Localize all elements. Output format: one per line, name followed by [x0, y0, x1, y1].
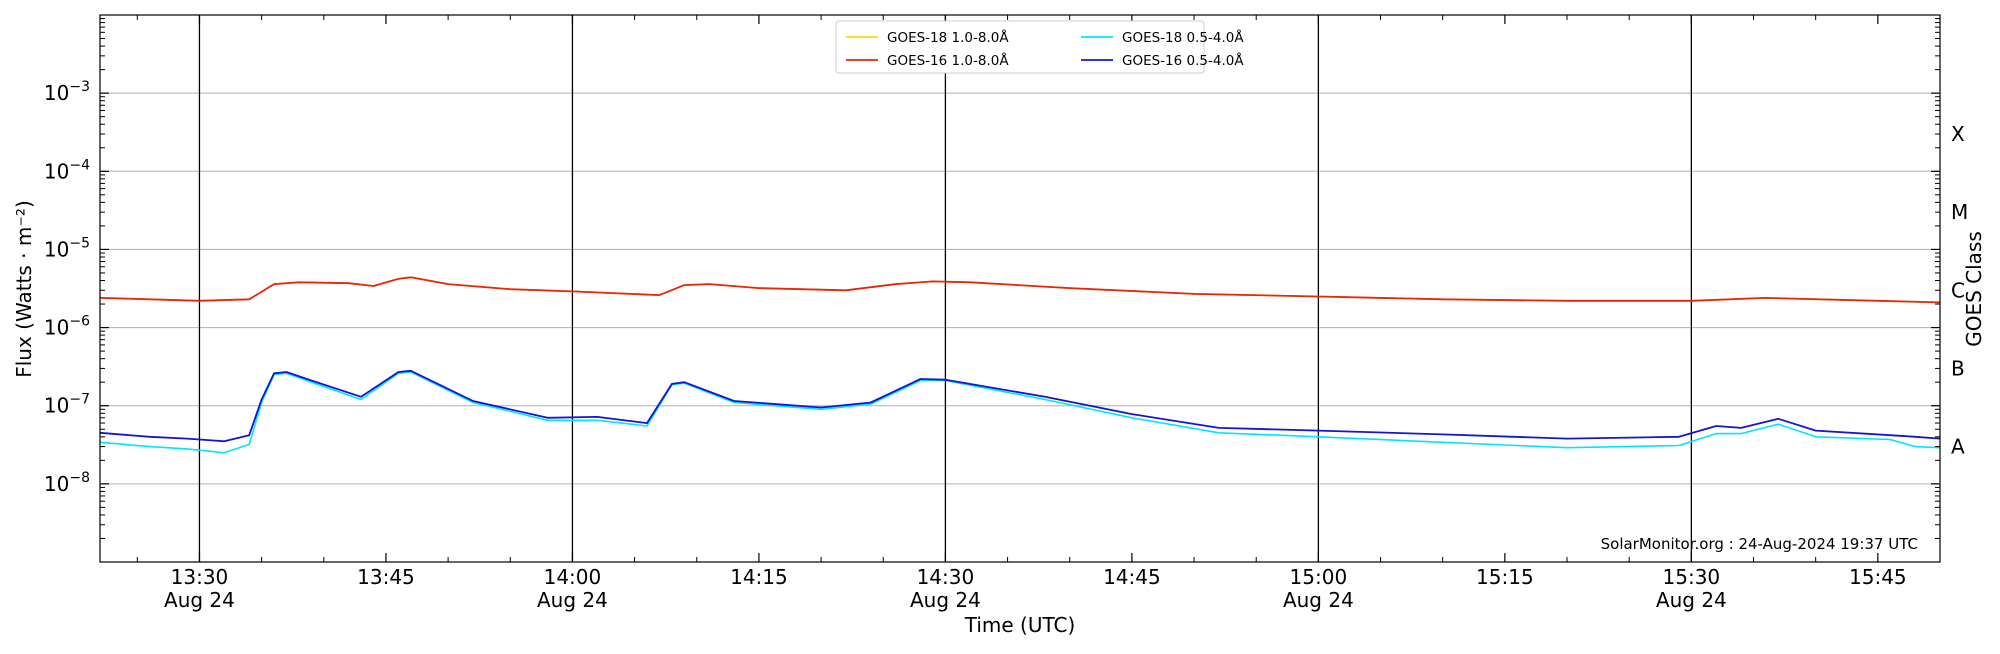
- legend-entry-label: GOES-16 0.5-4.0Å: [1122, 52, 1244, 69]
- tick-layer: [100, 15, 1941, 562]
- x-tick-label: 15:30: [1663, 565, 1721, 589]
- legend-entries: GOES-18 1.0-8.0Å GOES-18 0.5-4.0Å GOES-16 …: [846, 29, 1244, 69]
- series-line: [99, 369, 1941, 443]
- y-tick-label-layer: 10−8 10−7 10−6 10−5 10−4 10−3: [44, 79, 90, 496]
- goes-class-label: A: [1951, 435, 1965, 459]
- goes-class-label: B: [1951, 356, 1965, 380]
- legend-entry-label: GOES-16 1.0-8.0Å: [887, 52, 1009, 69]
- series-line: [99, 371, 1941, 454]
- series-layer: [99, 276, 1941, 454]
- x-tick-label: 15:00: [1290, 565, 1348, 589]
- x-tick-label: 13:45: [357, 565, 415, 589]
- legend-entry-label: GOES-18 1.0-8.0Å: [887, 29, 1009, 46]
- x-tick-label: 14:15: [730, 565, 788, 589]
- credit-annotation: SolarMonitor.org : 24-Aug-2024 19:37 UTC: [1601, 535, 1918, 553]
- y2-axis-label: GOES Class: [1962, 231, 1986, 347]
- x-tick-label: 14:00: [544, 565, 602, 589]
- legend-entry-label: GOES-18 0.5-4.0Å: [1122, 29, 1244, 46]
- x-tick-label: 13:30: [171, 565, 229, 589]
- vertical-marker-layer: [198, 15, 1693, 562]
- x-tick-label: 14:45: [1103, 565, 1161, 589]
- y-axis-label: Flux (Watts · m⁻²): [12, 200, 36, 378]
- y-tick-label: 10−8: [44, 470, 90, 496]
- x-tick-label: 14:30: [917, 565, 975, 589]
- goes-class-label: X: [1951, 122, 1965, 146]
- x-tick-date-label: Aug 24: [1656, 588, 1727, 612]
- x-axis-label: Time (UTC): [964, 613, 1076, 637]
- x-tick-label: 15:15: [1476, 565, 1534, 589]
- y-tick-label: 10−5: [44, 235, 90, 261]
- series-line: [99, 276, 1941, 304]
- y-tick-label: 10−3: [44, 79, 90, 105]
- grid-layer: [100, 92, 1940, 485]
- goes-class-label-layer: X M C B A: [1951, 122, 1968, 459]
- x-tick-date-label: Aug 24: [164, 588, 235, 612]
- plot-frame: [99, 14, 1941, 563]
- legend: GOES-18 1.0-8.0Å GOES-18 0.5-4.0Å GOES-16 …: [835, 20, 1244, 74]
- y-tick-label: 10−6: [44, 314, 90, 340]
- x-tick-date-label: Aug 24: [537, 588, 608, 612]
- y-tick-label: 10−4: [44, 157, 90, 183]
- x-tick-label: 15:45: [1849, 565, 1907, 589]
- series-line: [99, 276, 1941, 304]
- goes-class-label: M: [1951, 200, 1968, 224]
- x-tick-date-label: Aug 24: [910, 588, 981, 612]
- goes-class-label: C: [1951, 278, 1965, 302]
- x-tick-date-label: Aug 24: [1283, 588, 1354, 612]
- y-tick-label: 10−7: [44, 392, 90, 418]
